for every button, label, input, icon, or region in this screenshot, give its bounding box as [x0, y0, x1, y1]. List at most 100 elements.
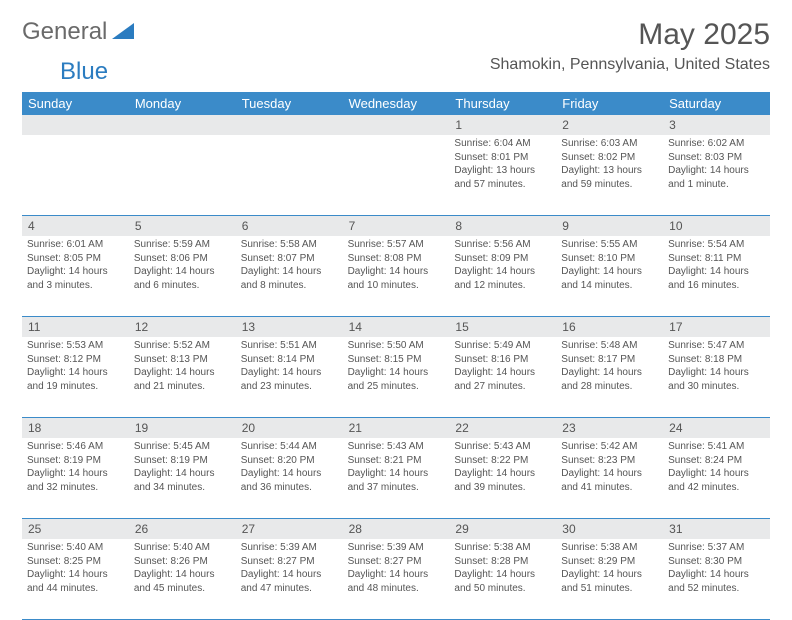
detail-row: Sunrise: 5:40 AMSunset: 8:25 PM Daylight:… [22, 539, 770, 620]
day-cell: Sunrise: 5:58 AMSunset: 8:07 PMDaylight:… [236, 236, 343, 316]
day-detail-line: Sunrise: 5:47 AM [668, 339, 765, 353]
day-detail-line: and 6 minutes. [134, 279, 231, 293]
day-detail-line: Sunrise: 5:38 AM [561, 541, 658, 555]
day-detail-line: and 12 minutes. [454, 279, 551, 293]
day-detail-line: and 3 minutes. [27, 279, 124, 293]
logo-text-2: Blue [60, 58, 108, 85]
day-cell: Sunrise: 5:51 AMSunset: 8:14 PMDaylight:… [236, 337, 343, 417]
day-detail-line: Sunset: 8:19 PM [134, 454, 231, 468]
day-detail-line: Daylight: 14 hours [668, 164, 765, 178]
day-detail-line: Sunrise: 5:45 AM [134, 440, 231, 454]
daynum-row: 11121314151617 [22, 317, 770, 337]
day-detail-line: Daylight: 14 hours [134, 366, 231, 380]
day-detail-line: Sunset: 8:24 PM [668, 454, 765, 468]
logo-text-1: General [22, 18, 107, 46]
day-detail-line: and 37 minutes. [348, 481, 445, 495]
day-number: 18 [22, 418, 129, 438]
day-detail-line: and 57 minutes. [454, 178, 551, 192]
day-detail-line: Daylight: 14 hours [348, 467, 445, 481]
day-cell: Sunrise: 5:47 AMSunset: 8:18 PMDaylight:… [663, 337, 770, 417]
day-cell: Sunrise: 5:38 AMSunset: 8:29 PMDaylight:… [556, 539, 663, 619]
day-detail-line: and 14 minutes. [561, 279, 658, 293]
day-detail-line: Sunset: 8:07 PM [241, 252, 338, 266]
weekday-header: Sunday Monday Tuesday Wednesday Thursday… [22, 92, 770, 115]
day-cell: Sunrise: 5:45 AMSunset: 8:19 PMDaylight:… [129, 438, 236, 518]
day-number: 15 [449, 317, 556, 337]
day-cell: Sunrise: 5:59 AMSunset: 8:06 PMDaylight:… [129, 236, 236, 316]
day-detail-line: Sunset: 8:17 PM [561, 353, 658, 367]
day-number: 26 [129, 519, 236, 539]
day-detail-line: Daylight: 14 hours [668, 568, 765, 582]
day-detail-line: and 16 minutes. [668, 279, 765, 293]
day-number: 9 [556, 216, 663, 236]
day-detail-line: Sunset: 8:02 PM [561, 151, 658, 165]
day-detail-line: Daylight: 14 hours [668, 265, 765, 279]
day-detail-line: Sunrise: 5:39 AM [348, 541, 445, 555]
day-number: 24 [663, 418, 770, 438]
title-location: Shamokin, Pennsylvania, United States [490, 56, 770, 74]
day-detail-line: and 44 minutes. [27, 582, 124, 596]
weekday-fri: Friday [556, 92, 663, 115]
day-detail-line: Sunset: 8:11 PM [668, 252, 765, 266]
day-cell: Sunrise: 5:53 AMSunset: 8:12 PMDaylight:… [22, 337, 129, 417]
day-detail-line: Daylight: 14 hours [561, 568, 658, 582]
day-cell: Sunrise: 5:39 AMSunset: 8:27 PMDaylight:… [343, 539, 450, 619]
day-detail-line: Daylight: 14 hours [668, 366, 765, 380]
day-number [236, 115, 343, 135]
day-cell: Sunrise: 5:56 AMSunset: 8:09 PMDaylight:… [449, 236, 556, 316]
day-detail-line: Sunrise: 5:38 AM [454, 541, 551, 555]
day-detail-line: and 59 minutes. [561, 178, 658, 192]
day-detail-line: Sunset: 8:10 PM [561, 252, 658, 266]
day-cell: Sunrise: 5:37 AMSunset: 8:30 PMDaylight:… [663, 539, 770, 619]
detail-row: Sunrise: 6:04 AMSunset: 8:01 PMDaylight:… [22, 135, 770, 215]
day-detail-line: Sunrise: 5:44 AM [241, 440, 338, 454]
day-cell [129, 135, 236, 215]
day-number: 19 [129, 418, 236, 438]
day-number: 10 [663, 216, 770, 236]
detail-row: Sunrise: 6:01 AMSunset: 8:05 PMDaylight:… [22, 236, 770, 316]
daynum-row: 123 [22, 115, 770, 135]
logo-triangle-icon [112, 21, 134, 44]
weekday-thu: Thursday [449, 92, 556, 115]
day-detail-line: Sunset: 8:25 PM [27, 555, 124, 569]
day-detail-line: Sunrise: 5:37 AM [668, 541, 765, 555]
weekday-tue: Tuesday [236, 92, 343, 115]
day-detail-line: and 21 minutes. [134, 380, 231, 394]
day-number: 16 [556, 317, 663, 337]
day-detail-line: Sunrise: 5:54 AM [668, 238, 765, 252]
day-detail-line: Sunrise: 5:48 AM [561, 339, 658, 353]
day-detail-line: Daylight: 14 hours [27, 366, 124, 380]
day-number: 11 [22, 317, 129, 337]
logo: General [22, 18, 136, 46]
day-cell: Sunrise: 5:48 AMSunset: 8:17 PMDaylight:… [556, 337, 663, 417]
day-detail-line: and 23 minutes. [241, 380, 338, 394]
day-detail-line: and 32 minutes. [27, 481, 124, 495]
day-detail-line: Sunrise: 5:53 AM [27, 339, 124, 353]
daynum-row: 25262728293031 [22, 519, 770, 539]
day-detail-line: and 28 minutes. [561, 380, 658, 394]
day-detail-line: Sunrise: 5:50 AM [348, 339, 445, 353]
detail-row: Sunrise: 5:53 AMSunset: 8:12 PMDaylight:… [22, 337, 770, 417]
day-detail-line: and 30 minutes. [668, 380, 765, 394]
day-detail-line: Sunrise: 5:56 AM [454, 238, 551, 252]
day-detail-line: Sunrise: 5:40 AM [27, 541, 124, 555]
day-detail-line: Daylight: 13 hours [454, 164, 551, 178]
day-detail-line: Sunrise: 5:41 AM [668, 440, 765, 454]
day-detail-line: Sunrise: 6:04 AM [454, 137, 551, 151]
day-detail-line: Sunset: 8:26 PM [134, 555, 231, 569]
day-detail-line: Sunset: 8:27 PM [241, 555, 338, 569]
day-detail-line: Sunset: 8:22 PM [454, 454, 551, 468]
day-detail-line: and 42 minutes. [668, 481, 765, 495]
detail-row: Sunrise: 5:46 AMSunset: 8:19 PMDaylight:… [22, 438, 770, 518]
day-detail-line: Sunrise: 6:01 AM [27, 238, 124, 252]
day-number: 2 [556, 115, 663, 135]
day-detail-line: Sunrise: 6:03 AM [561, 137, 658, 151]
day-number [129, 115, 236, 135]
day-detail-line: Daylight: 14 hours [27, 265, 124, 279]
day-detail-line: Daylight: 14 hours [134, 265, 231, 279]
day-detail-line: Daylight: 13 hours [561, 164, 658, 178]
day-detail-line: Sunrise: 5:49 AM [454, 339, 551, 353]
day-detail-line: Daylight: 14 hours [134, 568, 231, 582]
weekday-sun: Sunday [22, 92, 129, 115]
day-number: 8 [449, 216, 556, 236]
